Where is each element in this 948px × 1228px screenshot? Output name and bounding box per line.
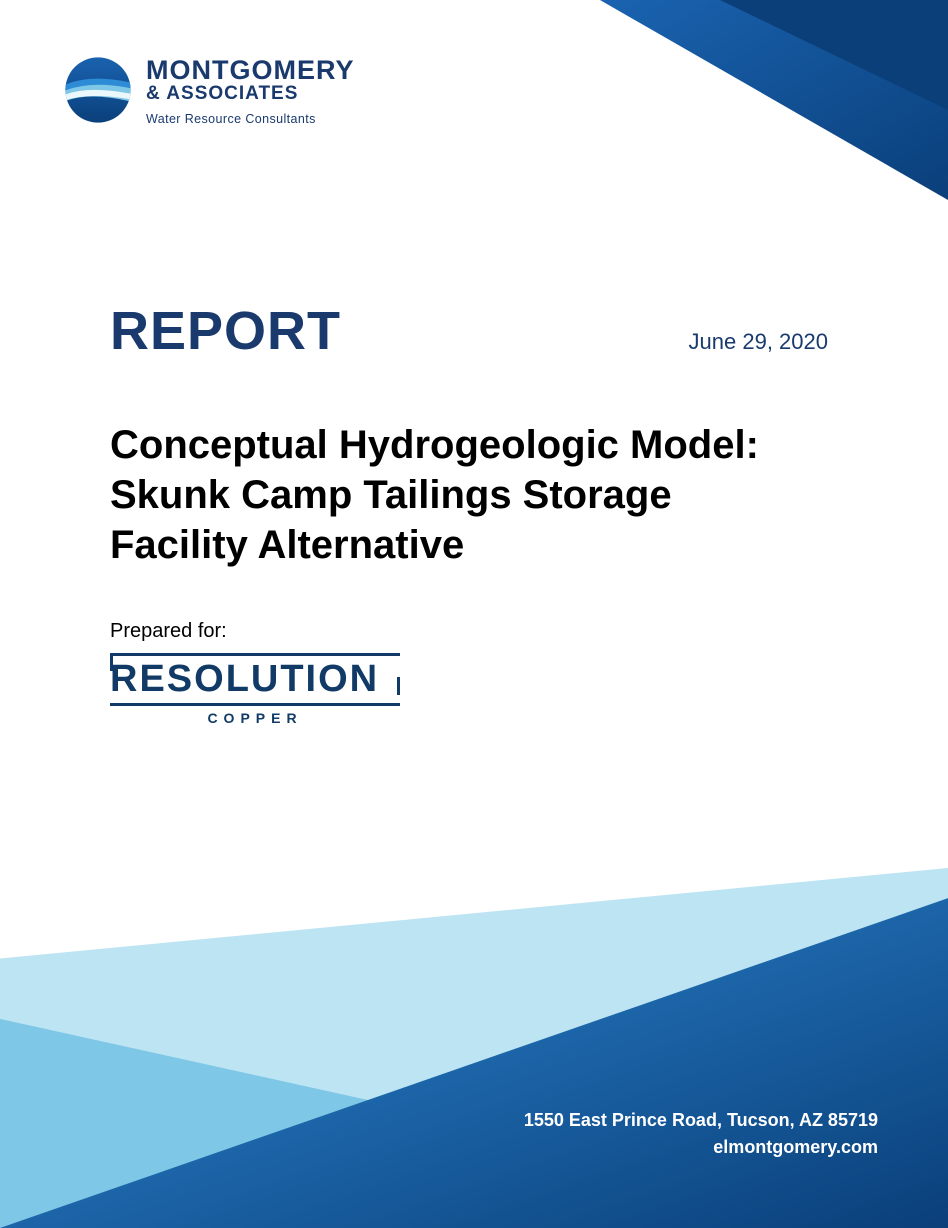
prepared-for-label: Prepared for: <box>110 620 400 643</box>
company-name-line1: MONTGOMERY <box>146 56 355 84</box>
prepared-for-block: Prepared for: RESOLUTION COPPER <box>110 620 400 726</box>
footer-address: 1550 East Prince Road, Tucson, AZ 85719 <box>524 1110 878 1131</box>
footer-pale-poly <box>0 868 948 1228</box>
company-tagline: Water Resource Consultants <box>146 112 355 126</box>
company-logo-icon <box>64 56 132 124</box>
client-name: RESOLUTION <box>110 653 400 701</box>
company-name-line2: & ASSOCIATES <box>146 84 355 104</box>
title-line-2: Skunk Camp Tailings Storage <box>110 470 858 520</box>
corner-outer <box>600 0 948 200</box>
title-line-3: Facility Alternative <box>110 520 858 570</box>
footer-website: elmontgomery.com <box>524 1137 878 1158</box>
company-logo-block: MONTGOMERY & ASSOCIATES Water Resource C… <box>64 56 355 126</box>
corner-inner <box>720 0 948 110</box>
company-logo-text: MONTGOMERY & ASSOCIATES Water Resource C… <box>146 56 355 126</box>
client-subname: COPPER <box>207 710 302 726</box>
report-title: Conceptual Hydrogeologic Model: Skunk Ca… <box>110 420 858 570</box>
header-row: REPORT June 29, 2020 <box>110 300 828 362</box>
footer-text: 1550 East Prince Road, Tucson, AZ 85719 … <box>524 1110 878 1158</box>
client-underline <box>110 703 400 706</box>
report-date: June 29, 2020 <box>689 329 828 355</box>
client-logo: RESOLUTION COPPER <box>110 653 400 726</box>
footer-geometry <box>0 868 948 1228</box>
footer-dark-poly <box>0 898 948 1228</box>
title-line-1: Conceptual Hydrogeologic Model: <box>110 420 858 470</box>
report-label: REPORT <box>110 300 341 362</box>
